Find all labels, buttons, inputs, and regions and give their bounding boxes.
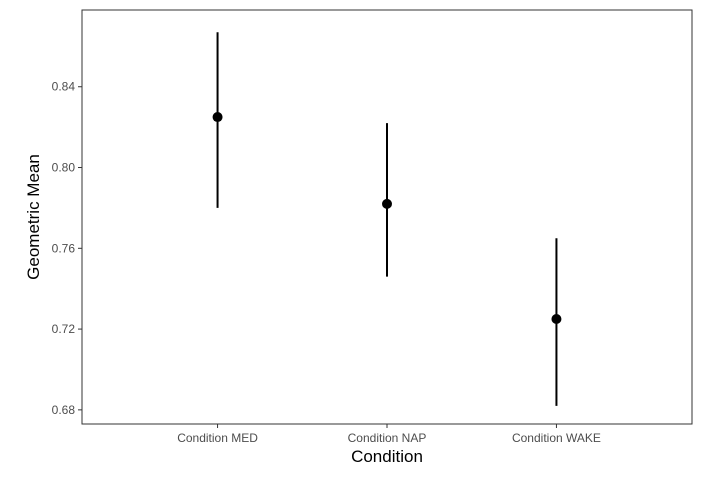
- x-tick-label: Condition WAKE: [512, 431, 601, 445]
- data-points: [212, 112, 562, 324]
- y-axis-title: Geometric Mean: [24, 154, 43, 280]
- data-point: [382, 198, 392, 209]
- x-axis-title: Condition: [351, 447, 423, 466]
- data-point: [212, 112, 223, 123]
- y-tick-label: 0.80: [52, 161, 76, 175]
- y-axis-ticks: 0.68 0.72 0.76 0.80 0.84: [52, 80, 82, 417]
- y-tick-label: 0.76: [52, 241, 76, 255]
- y-tick-label: 0.84: [52, 80, 76, 94]
- x-axis-ticks: Condition MED Condition NAP Condition WAKE: [177, 424, 601, 445]
- x-tick-label: Condition MED: [177, 431, 258, 445]
- x-tick-label: Condition NAP: [348, 431, 427, 445]
- data-point: [551, 313, 562, 324]
- panel-border: [81, 9, 693, 425]
- y-tick-label: 0.72: [52, 322, 76, 336]
- y-tick-label: 0.68: [52, 403, 76, 417]
